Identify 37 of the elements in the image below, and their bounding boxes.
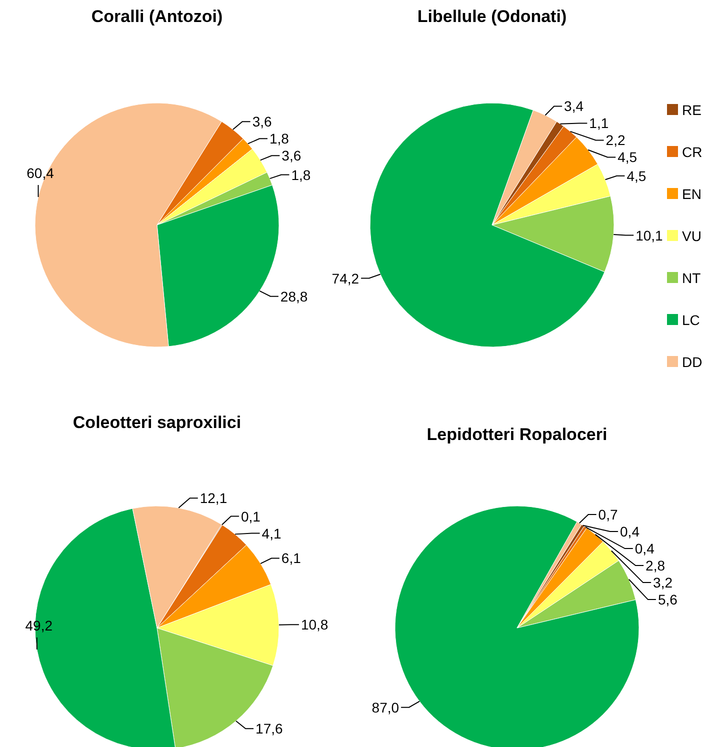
data-label: 0,7 — [598, 506, 618, 523]
data-label: 2,2 — [606, 132, 626, 148]
chart-title: Coralli (Antozoi) — [91, 7, 223, 26]
data-label: 1,8 — [291, 166, 311, 183]
data-label: 74,2 — [332, 270, 360, 286]
data-label: 0,4 — [620, 524, 640, 540]
data-label: 4,5 — [626, 168, 646, 184]
chart-title: Coleotteri saproxilici — [72, 413, 242, 432]
legend-label: LC — [682, 312, 700, 328]
chart-title: Libellule (Odonati) — [417, 7, 567, 26]
data-label: 12,1 — [200, 490, 228, 506]
data-label: 28,8 — [280, 288, 308, 304]
data-label: 1,8 — [269, 130, 290, 147]
legend-label: RE — [682, 102, 702, 118]
data-label: 2,8 — [646, 558, 666, 574]
data-label: 10,1 — [636, 227, 664, 244]
legend-label: NT — [682, 270, 702, 286]
data-label: 17,6 — [256, 720, 283, 737]
data-label: 3,4 — [564, 98, 584, 114]
legend-label: EN — [682, 186, 702, 202]
data-label: 87,0 — [372, 699, 400, 716]
data-label: 4,5 — [618, 149, 638, 166]
data-label: 6,1 — [281, 550, 302, 566]
legend-label: DD — [682, 354, 702, 370]
legend-label: VU — [682, 228, 702, 244]
data-label: 60,4 — [26, 164, 54, 181]
legend-label: CR — [682, 144, 702, 160]
data-label: 5,6 — [658, 592, 678, 608]
data-label: 3,6 — [252, 114, 272, 130]
data-label: 1,1 — [589, 115, 609, 132]
data-label: 0,1 — [240, 508, 261, 524]
chart-title: Lepidotteri Ropaloceri — [426, 425, 608, 444]
data-label: 10,8 — [300, 616, 328, 633]
data-label: 0,4 — [634, 540, 655, 557]
data-label: 3,2 — [653, 574, 673, 591]
data-label: 3,6 — [282, 148, 302, 164]
data-label: 4,1 — [262, 525, 282, 542]
